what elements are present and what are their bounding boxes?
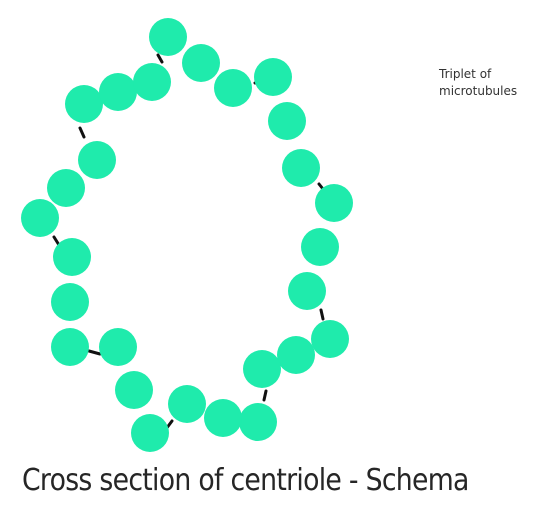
microtubule <box>288 272 326 310</box>
microtubule <box>301 228 339 266</box>
microtubule <box>182 44 220 82</box>
microtubule <box>131 414 169 452</box>
microtubule <box>99 73 137 111</box>
microtubule <box>204 399 242 437</box>
microtubule <box>268 102 306 140</box>
microtubule <box>51 328 89 366</box>
microtubule <box>115 371 153 409</box>
triplet-connector <box>156 53 164 64</box>
triplet-connector <box>319 308 325 321</box>
microtubule-triplet <box>243 320 349 388</box>
triplet-connector <box>78 126 86 139</box>
microtubule <box>99 328 137 366</box>
microtubule <box>277 336 315 374</box>
triplet-of-microtubules-label: Triplet of microtubules <box>439 66 517 100</box>
microtubule <box>243 350 281 388</box>
microtubules <box>21 18 353 452</box>
microtubule <box>65 85 103 123</box>
triplet-connector <box>262 389 268 402</box>
microtubule <box>282 149 320 187</box>
annotation-line-1: Triplet of <box>439 67 492 81</box>
microtubule-triplet <box>168 385 277 441</box>
microtubule-triplet <box>99 328 169 452</box>
triplet-connector <box>87 349 102 356</box>
microtubule <box>311 320 349 358</box>
microtubule-triplet <box>65 63 171 123</box>
microtubule-triplet <box>149 18 252 107</box>
annotation-line-2: microtubules <box>439 84 518 98</box>
microtubule-triplet <box>288 184 353 310</box>
microtubule-triplet <box>21 141 116 237</box>
microtubule-triplet <box>51 238 91 366</box>
microtubule <box>78 141 116 179</box>
microtubule <box>149 18 187 56</box>
microtubule <box>21 199 59 237</box>
diagram-caption: Cross section of centriole - Schema <box>22 463 469 498</box>
microtubule <box>254 58 292 96</box>
microtubule <box>53 238 91 276</box>
microtubule <box>168 385 206 423</box>
microtubule <box>51 283 89 321</box>
microtubule <box>239 403 277 441</box>
microtubule <box>47 169 85 207</box>
microtubule <box>214 69 252 107</box>
microtubule <box>315 184 353 222</box>
triplet-connector <box>52 235 61 247</box>
microtubule <box>133 63 171 101</box>
microtubule-triplet <box>254 58 320 187</box>
